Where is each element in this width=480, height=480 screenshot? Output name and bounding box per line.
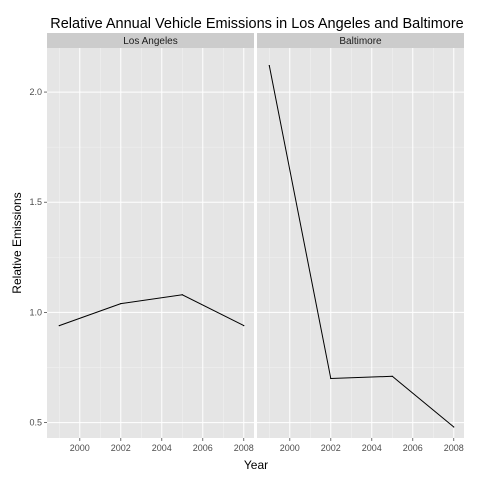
data-point xyxy=(120,303,121,304)
panel-background xyxy=(257,48,464,438)
x-tick-label: 2004 xyxy=(152,443,172,453)
x-tick-label: 2004 xyxy=(362,443,382,453)
panel-background xyxy=(47,48,254,438)
facet-strip-label: Baltimore xyxy=(339,36,382,47)
y-axis-label: Relative Emissions xyxy=(10,192,24,293)
x-tick-label: 2000 xyxy=(70,443,90,453)
x-tick-label: 2002 xyxy=(111,443,131,453)
facet-strip-label: Los Angeles xyxy=(123,36,178,47)
data-point xyxy=(243,325,244,326)
y-tick-label: 1.0 xyxy=(29,307,42,317)
x-tick-label: 2006 xyxy=(193,443,213,453)
x-tick-label: 2000 xyxy=(280,443,300,453)
y-tick-label: 1.5 xyxy=(29,197,42,207)
data-point xyxy=(330,378,331,379)
x-tick-label: 2002 xyxy=(321,443,341,453)
x-tick-label: 2008 xyxy=(444,443,464,453)
data-point xyxy=(182,294,183,295)
data-point xyxy=(59,325,60,326)
y-tick-label: 2.0 xyxy=(29,87,42,97)
chart-title: Relative Annual Vehicle Emissions in Los… xyxy=(50,16,464,32)
facet-baltimore: Baltimore 2000 2002 2004 2006 2008 xyxy=(257,33,464,453)
x-axis-label: Year xyxy=(244,458,268,472)
data-point xyxy=(453,426,454,427)
x-tick-label: 2008 xyxy=(234,443,254,453)
y-tick-label: 0.5 xyxy=(29,418,42,428)
data-point xyxy=(269,65,270,66)
x-tick-label: 2006 xyxy=(403,443,423,453)
facet-los-angeles: Los Angeles 2000 2002 2004 2006 2008 xyxy=(47,33,254,453)
data-point xyxy=(392,376,393,377)
